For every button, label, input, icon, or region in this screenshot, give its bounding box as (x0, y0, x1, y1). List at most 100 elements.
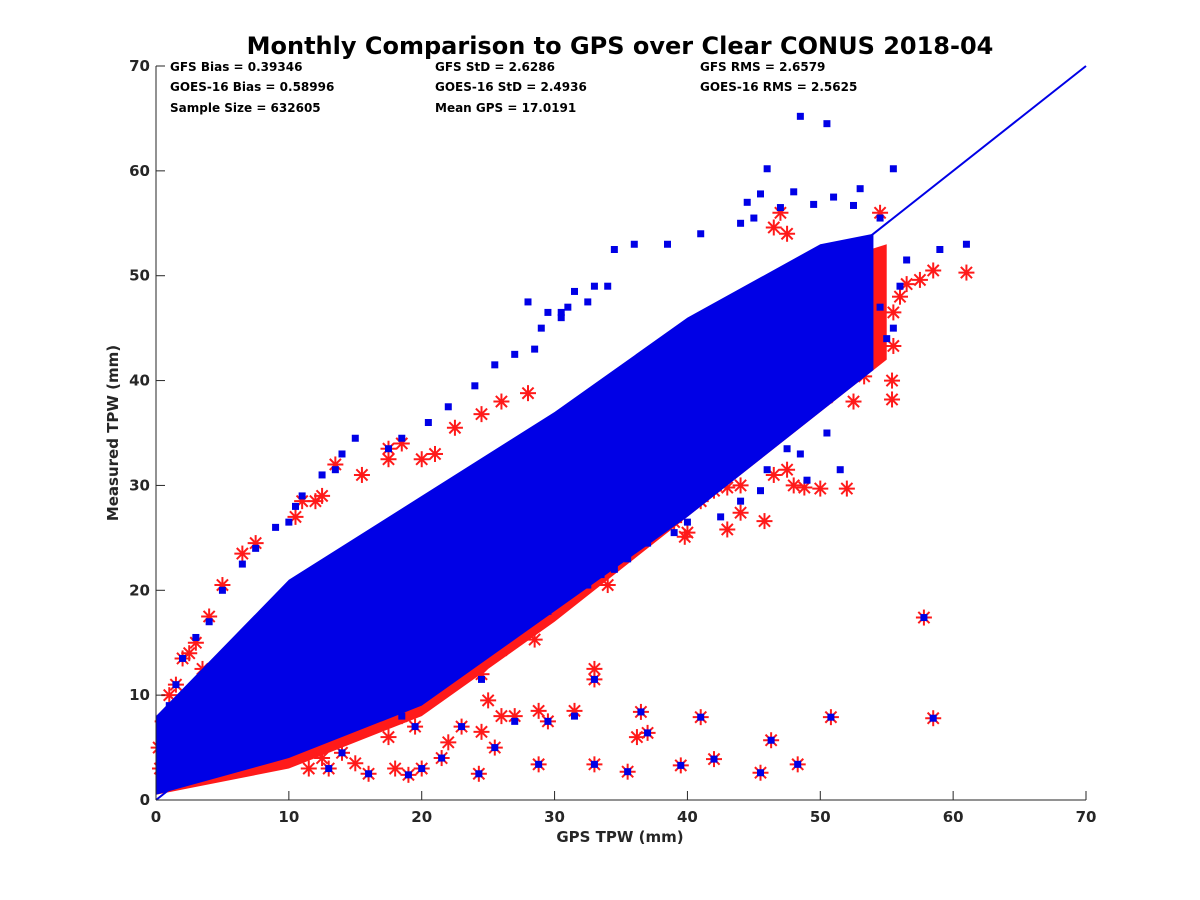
gfs-point (885, 337, 902, 354)
gfs-point (493, 708, 510, 725)
goes16-point (491, 744, 499, 752)
goes16-point (338, 749, 346, 757)
goes16-point (298, 492, 306, 500)
stat-label: Mean GPS = 17.0191 (435, 101, 576, 115)
goes16-point (331, 466, 339, 474)
goes16-point (630, 240, 638, 248)
gfs-point (353, 466, 370, 483)
goes16-point (511, 350, 519, 358)
x-ticks: 0 10 20 30 40 50 60 70 (151, 791, 1097, 826)
goes16-point (796, 112, 804, 120)
gfs-point (506, 708, 523, 725)
goes16-point (830, 193, 838, 201)
goes16-point (590, 760, 598, 768)
goes16-point (318, 471, 326, 479)
stats-annotations: GFS Bias = 0.39346 GFS StD = 2.6286 GFS RM… (170, 60, 857, 115)
goes16-point (683, 518, 691, 526)
goes16-point (883, 335, 891, 343)
gfs-point (440, 734, 457, 751)
goes16-point (763, 165, 771, 173)
y-tick-label: 60 (129, 162, 150, 180)
goes16-point (584, 581, 592, 589)
goes16-point (710, 755, 718, 763)
goes16-point (524, 298, 532, 306)
goes16-point (535, 760, 543, 768)
chart-title: Monthly Comparison to GPS over Clear CON… (247, 32, 994, 60)
goes16-point (531, 345, 539, 353)
goes16-point (836, 466, 844, 474)
goes16-point (827, 713, 835, 721)
goes16-point (876, 214, 884, 222)
gfs-point (300, 760, 317, 777)
goes16-point (637, 708, 645, 716)
goes16-point (850, 201, 857, 209)
goes16-point (757, 487, 764, 495)
gfs-point (480, 692, 497, 709)
goes16-point (192, 633, 200, 641)
gfs-point (473, 666, 490, 683)
y-tick-label: 10 (129, 686, 150, 704)
goes16-point (624, 768, 632, 776)
gfs-point (732, 504, 749, 521)
goes16-point (159, 728, 167, 736)
goes16-point (783, 445, 791, 453)
stat-label: GFS Bias = 0.39346 (170, 60, 302, 74)
goes16-point (757, 190, 764, 198)
gfs-point (756, 513, 773, 530)
goes16-point (458, 644, 466, 652)
gfs-point (586, 660, 603, 677)
goes16-point (285, 518, 293, 526)
goes16-point (664, 240, 671, 248)
y-tick-label: 70 (129, 57, 150, 75)
goes16-point (218, 586, 226, 594)
goes16-point (836, 377, 844, 385)
goes16-point (903, 256, 911, 264)
stat-label: GOES-16 RMS = 2.5625 (700, 80, 857, 94)
gfs-point (530, 702, 547, 719)
gfs-point (520, 385, 536, 402)
y-tick-label: 0 (140, 791, 150, 809)
goes16-point (889, 165, 897, 173)
gfs-point (785, 477, 802, 494)
goes16-point (385, 445, 392, 453)
goes16-point (544, 308, 552, 316)
goes16-point (876, 303, 884, 311)
goes16-point (378, 702, 386, 710)
y-tick-label: 40 (129, 372, 150, 390)
goes16-point (856, 185, 864, 193)
gfs-point (812, 480, 829, 497)
goes16-point (670, 529, 678, 537)
gfs-point (732, 477, 749, 494)
goes16-point (524, 613, 532, 620)
goes16-point (475, 770, 483, 778)
goes16-point (238, 560, 246, 568)
x-tick-label: 30 (544, 808, 565, 826)
gfs-point (765, 466, 782, 483)
goes16-point (823, 120, 831, 128)
y-tick-label: 50 (129, 267, 150, 285)
x-tick-label: 70 (1076, 808, 1097, 826)
goes16-point (803, 476, 811, 484)
gfs-point (676, 528, 693, 545)
goes16-point (750, 214, 758, 222)
gfs-point (314, 750, 331, 767)
goes16-point (292, 502, 299, 510)
gfs-point (845, 393, 862, 410)
goes16-point (610, 246, 618, 253)
goes16-point (823, 429, 831, 437)
goes16-point (644, 729, 652, 737)
goes16-point (896, 282, 904, 290)
goes16-point (816, 382, 824, 390)
gfs-point (234, 545, 251, 562)
goes16-point (398, 712, 406, 720)
goes16-point (590, 282, 598, 290)
gfs-point (765, 219, 782, 236)
y-axis-label: Measured TPW (mm) (104, 345, 122, 521)
goes16-point (557, 308, 565, 316)
goes16-point (179, 654, 187, 662)
goes16-point (444, 403, 452, 411)
gfs-point (413, 451, 430, 468)
goes16-point (172, 681, 180, 689)
x-tick-label: 20 (411, 808, 432, 826)
gfs-point (885, 304, 902, 321)
